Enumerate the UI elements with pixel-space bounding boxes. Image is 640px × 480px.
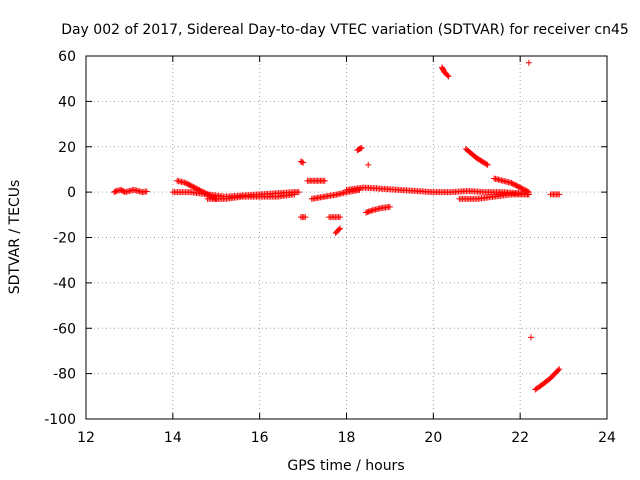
y-tick-label: -40 [53, 276, 76, 292]
y-tick-label: 40 [58, 94, 76, 110]
data-point [302, 214, 309, 221]
series-arc-e [297, 158, 307, 166]
x-tick-label: 20 [424, 430, 442, 446]
data-point [112, 188, 119, 195]
series-arc-q [462, 146, 491, 168]
x-axis-title: GPS time / hours [287, 458, 404, 474]
data-point [335, 226, 342, 233]
series-arc-n [363, 203, 393, 216]
series-arc-s [525, 59, 532, 66]
data-point [444, 72, 451, 79]
data-point [525, 189, 532, 196]
y-tick-label: -60 [53, 321, 76, 337]
data-point [357, 145, 364, 152]
data-point [386, 203, 393, 210]
y-tick-label: -80 [53, 367, 76, 383]
series-arc-l [354, 144, 365, 154]
x-tick-label: 22 [511, 430, 529, 446]
data-point [483, 161, 490, 168]
series-arc-g [304, 177, 328, 184]
y-axis-title: SDTVAR / TECUs [7, 180, 23, 295]
series-arc-b [174, 177, 220, 202]
series-arc-m [365, 161, 372, 168]
data-point [525, 59, 532, 66]
data-point [556, 191, 563, 198]
data-point [336, 225, 343, 232]
series-arc-u [532, 366, 563, 393]
series-arc-a [111, 186, 150, 196]
data-point [556, 366, 563, 373]
x-tick-label: 12 [77, 430, 95, 446]
chart-title: Day 002 of 2017, Sidereal Day-to-day VTE… [61, 22, 629, 38]
axis-ticks: 12 14 16 18 20 22 24 60 40 20 0 -20 -40 -60 -80 -100 [44, 49, 616, 446]
data-point [298, 159, 305, 166]
data-point [336, 214, 343, 221]
x-tick-label: 18 [338, 430, 356, 446]
data-point [524, 188, 531, 195]
data-point [365, 161, 372, 168]
data-point [358, 144, 365, 151]
series-arc-t [528, 334, 535, 341]
data-point [484, 161, 491, 168]
data-point [321, 177, 328, 184]
data-point [143, 188, 150, 195]
data-points [111, 59, 563, 393]
x-tick-label: 14 [164, 430, 182, 446]
data-point [555, 367, 562, 374]
y-tick-label: 0 [67, 185, 76, 201]
x-tick-label: 24 [598, 430, 616, 446]
series-arc-o [439, 64, 452, 80]
series-arc-v [547, 191, 563, 198]
y-tick-label: 20 [58, 140, 76, 156]
x-tick-label: 16 [251, 430, 269, 446]
data-point [300, 159, 307, 166]
series-arc-j [332, 225, 343, 236]
series-arc-r [491, 175, 532, 196]
y-tick-label: -20 [53, 231, 76, 247]
series-arc-i [326, 214, 343, 221]
series-arc-d [204, 191, 298, 202]
data-point [295, 189, 302, 196]
data-point [291, 191, 298, 198]
data-point [445, 73, 452, 80]
y-tick-label: -100 [44, 412, 76, 428]
y-tick-label: 60 [58, 49, 76, 65]
data-point [528, 334, 535, 341]
series-arc-f [297, 214, 309, 221]
